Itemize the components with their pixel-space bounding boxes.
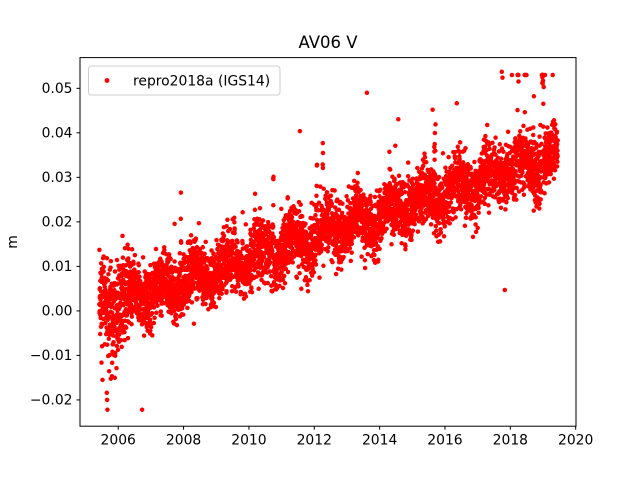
x-tick-label: 2020 xyxy=(558,433,593,449)
x-tick-label: 2016 xyxy=(427,433,462,449)
chart-title: AV06 V xyxy=(298,33,358,52)
y-tick-label: −0.01 xyxy=(30,348,73,364)
y-tick-label: 0.03 xyxy=(42,170,73,186)
y-tick-label: 0.00 xyxy=(42,304,73,320)
x-axis: 2006 2008 2010 2012 2014 2016 2018 2020 xyxy=(101,426,593,449)
scatter-points xyxy=(97,69,560,412)
y-tick-label: 0.02 xyxy=(42,215,73,231)
y-tick-label: 0.05 xyxy=(42,81,73,97)
legend-box xyxy=(88,65,281,96)
plot-border xyxy=(79,57,577,427)
legend: repro2018a (IGS14) xyxy=(88,65,281,96)
x-tick-label: 2018 xyxy=(493,433,528,449)
y-tick-label: 0.01 xyxy=(42,259,73,275)
y-axis: −0.02 −0.01 0.00 0.01 0.02 0.03 0.04 0.05 xyxy=(30,81,80,409)
legend-marker-dot-icon xyxy=(104,78,110,83)
x-tick-label: 2014 xyxy=(362,433,398,449)
y-axis-label: m xyxy=(5,235,21,249)
x-tick-label: 2010 xyxy=(231,433,266,449)
scatter-series xyxy=(97,69,560,412)
legend-entry-label: repro2018a (IGS14) xyxy=(133,73,270,89)
x-tick-label: 2006 xyxy=(101,433,136,449)
y-tick-label: −0.02 xyxy=(30,393,73,409)
y-tick-label: 0.04 xyxy=(42,126,73,142)
x-tick-label: 2008 xyxy=(166,433,201,449)
x-tick-label: 2012 xyxy=(297,433,332,449)
